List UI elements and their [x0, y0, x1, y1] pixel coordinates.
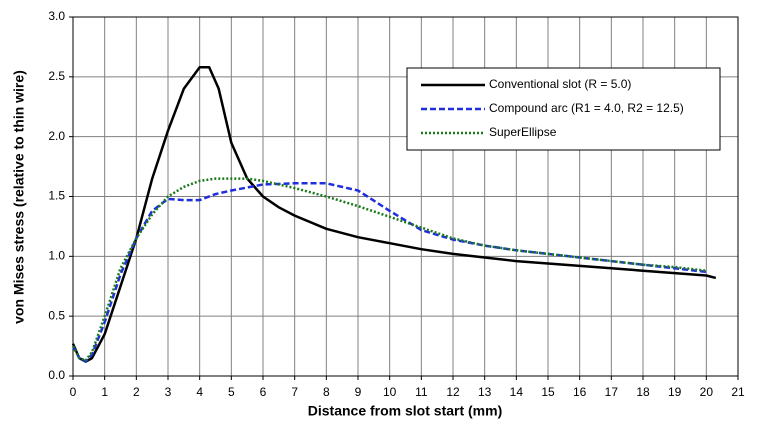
x-tick-label: 14 — [510, 385, 524, 399]
y-axis-title: von Mises stress (relative to thin wire) — [11, 70, 27, 324]
x-tick-label: 21 — [731, 385, 745, 399]
legend-label: Compound arc (R1 = 4.0, R2 = 12.5) — [489, 101, 684, 115]
x-tick-label: 7 — [291, 385, 298, 399]
y-tick-label: 3.0 — [48, 9, 65, 23]
y-tick-label: 2.5 — [48, 69, 65, 83]
x-tick-label: 8 — [323, 385, 330, 399]
x-tick-label: 20 — [700, 385, 714, 399]
x-tick-label: 18 — [636, 385, 650, 399]
y-tick-label: 1.5 — [48, 189, 65, 203]
y-tick-label: 1.0 — [48, 249, 65, 263]
x-tick-label: 5 — [228, 385, 235, 399]
x-tick-label: 15 — [541, 385, 555, 399]
y-tick-label: 0.0 — [48, 368, 65, 382]
x-tick-label: 12 — [446, 385, 460, 399]
x-tick-label: 11 — [415, 385, 428, 399]
y-tick-label: 0.5 — [48, 308, 65, 322]
series-line — [71, 177, 707, 362]
series-line — [71, 66, 717, 363]
x-tick-label: 0 — [70, 385, 77, 399]
plot-border — [72, 16, 739, 377]
x-tick-label: 3 — [165, 385, 172, 399]
x-tick-label: 10 — [383, 385, 397, 399]
x-tick-label: 9 — [355, 385, 362, 399]
x-tick-label: 2 — [133, 385, 140, 399]
x-tick-label: 17 — [605, 385, 619, 399]
x-tick-label: 13 — [478, 385, 492, 399]
legend-label: SuperEllipse — [489, 125, 557, 139]
legend-label: Conventional slot (R = 5.0) — [489, 77, 631, 91]
x-tick-label: 16 — [573, 385, 587, 399]
x-axis-title: Distance from slot start (mm) — [308, 403, 502, 419]
x-tick-label: 4 — [196, 385, 203, 399]
x-tick-label: 6 — [260, 385, 267, 399]
y-tick-label: 2.0 — [48, 129, 65, 143]
x-tick-label: 19 — [668, 385, 682, 399]
x-tick-label: 1 — [101, 385, 108, 399]
